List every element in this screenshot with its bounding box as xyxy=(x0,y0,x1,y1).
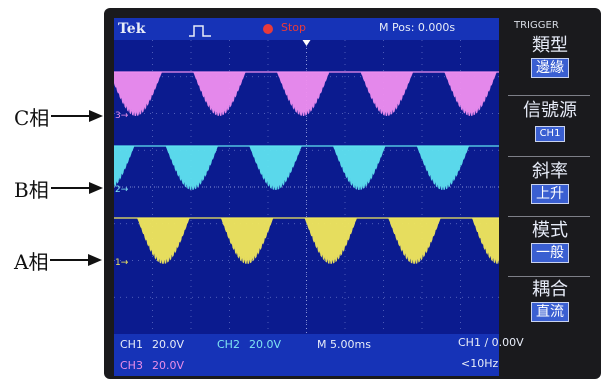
trigger-frequency: <10Hz xyxy=(461,357,499,370)
menu-item-label: 模式 xyxy=(532,220,568,241)
menu-item-label: 斜率 xyxy=(532,161,568,182)
stop-indicator-icon xyxy=(263,24,273,34)
menu-item-type[interactable]: 類型 邊緣 xyxy=(506,36,594,78)
arrow-right-icon xyxy=(50,254,103,266)
menu-item-value: 直流 xyxy=(531,302,569,322)
menu-item-label: 耦合 xyxy=(532,279,568,300)
ch3-marker: 3→ xyxy=(115,111,129,121)
menu-item-slope[interactable]: 斜率 上升 xyxy=(506,162,594,204)
arrow-right-icon xyxy=(50,182,103,194)
brand-logo: Tek xyxy=(118,21,146,37)
menu-title: TRIGGER xyxy=(514,20,559,31)
menu-item-source[interactable]: 信號源 CH1 xyxy=(506,101,594,142)
annotation-label: C相 xyxy=(14,105,50,130)
menu-item-label: 信號源 xyxy=(523,100,577,121)
trigger-readout: CH1 ∕ 0.00V xyxy=(458,336,524,349)
ch3-waveform xyxy=(114,71,499,117)
scope-readout-bar xyxy=(114,334,499,376)
annotation-a-phase: A相 xyxy=(14,248,103,274)
ch1-marker: 1→ xyxy=(115,258,129,268)
ch1-label: CH1 xyxy=(120,338,143,351)
menu-divider xyxy=(508,216,590,217)
ch2-label: CH2 xyxy=(217,338,240,351)
acquisition-status: Stop xyxy=(281,21,307,34)
waveform-display xyxy=(114,40,499,334)
arrow-right-icon xyxy=(51,110,104,122)
ch2-scale: 20.0V xyxy=(249,338,282,351)
pulse-icon xyxy=(189,25,211,37)
menu-item-value: 邊緣 xyxy=(531,58,569,78)
ch1-scale: 20.0V xyxy=(152,338,185,351)
ch2-marker: 2→ xyxy=(115,185,129,195)
menu-item-value: 上升 xyxy=(531,184,569,204)
menu-divider xyxy=(508,156,590,157)
ch3-label: CH3 xyxy=(120,359,143,372)
menu-item-coupling[interactable]: 耦合 直流 xyxy=(506,280,594,322)
annotation-label: B相 xyxy=(14,177,49,202)
trigger-position-marker xyxy=(302,40,311,46)
scope-status-bar xyxy=(114,18,499,40)
menu-divider xyxy=(508,95,590,96)
ch3-scale: 20.0V xyxy=(152,359,185,372)
ch1-waveform xyxy=(114,217,499,264)
annotation-c-phase: C相 xyxy=(14,104,104,130)
menu-item-value: 一般 xyxy=(531,243,569,263)
annotation-b-phase: B相 xyxy=(14,176,103,202)
menu-divider xyxy=(508,276,590,277)
timebase: M 5.00ms xyxy=(317,338,371,351)
horizontal-position: M Pos: 0.000s xyxy=(379,21,456,34)
menu-item-value: CH1 xyxy=(534,126,566,142)
menu-item-label: 類型 xyxy=(532,35,568,56)
annotation-label: A相 xyxy=(14,249,49,274)
menu-item-mode[interactable]: 模式 一般 xyxy=(506,221,594,263)
